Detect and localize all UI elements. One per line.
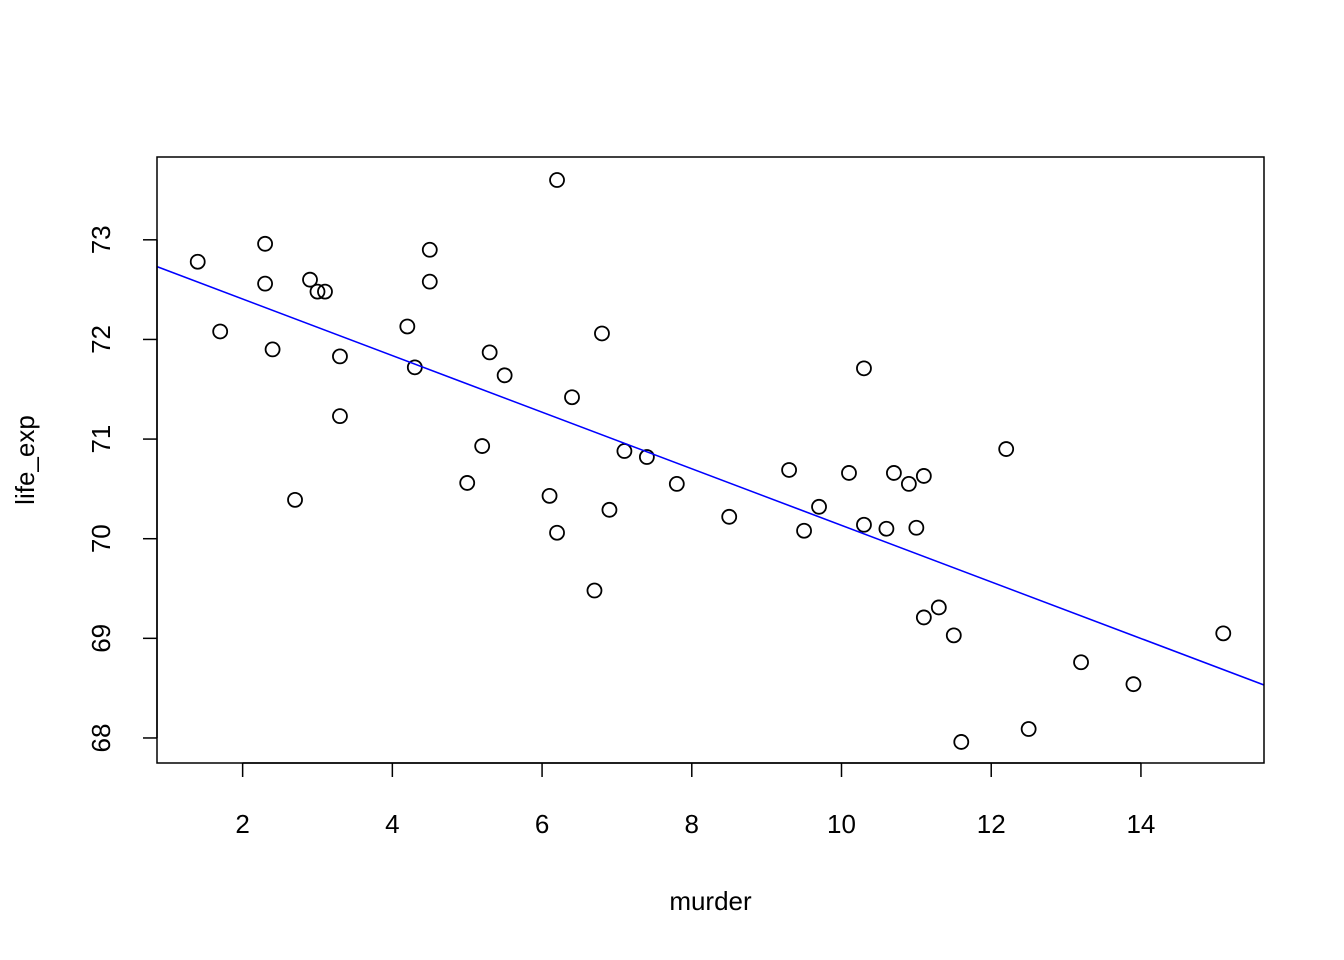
data-point (721, 508, 738, 525)
y-axis: 68 69 70 71 72 73 (86, 225, 158, 753)
fit-line-layer (156, 265, 1265, 686)
data-point (332, 408, 348, 425)
data-point (638, 449, 655, 465)
data-point (474, 438, 491, 454)
regression-line (156, 265, 1265, 686)
y-tick-label: 71 (86, 425, 116, 454)
data-point (257, 235, 273, 252)
data-point (189, 253, 206, 270)
data-point (421, 241, 438, 258)
data-point (908, 519, 925, 536)
y-tick-label: 72 (86, 325, 116, 354)
data-point (781, 462, 798, 478)
data-point (811, 498, 827, 515)
data-point (541, 487, 558, 504)
y-tick-label: 73 (86, 225, 116, 254)
data-point (616, 443, 633, 459)
data-point (564, 389, 580, 406)
data-point (594, 325, 610, 342)
data-point (1215, 625, 1232, 642)
data-point (953, 734, 970, 750)
data-point (257, 275, 273, 292)
data-point (668, 476, 685, 492)
data-point (264, 341, 281, 358)
data-point (212, 323, 229, 340)
data-point (317, 283, 333, 300)
data-point (399, 318, 416, 335)
data-point (878, 520, 895, 537)
x-tick-label: 12 (977, 809, 1006, 839)
data-point (900, 476, 917, 492)
data-point (1020, 721, 1037, 737)
data-point (496, 367, 513, 384)
data-point (287, 491, 303, 508)
data-point (998, 441, 1015, 457)
data-point (1125, 676, 1142, 693)
data-point (856, 516, 872, 533)
data-point (1073, 654, 1089, 671)
x-tick-label: 4 (385, 809, 399, 839)
x-axis: 2 4 6 8 10 12 14 (235, 762, 1155, 839)
data-point (302, 271, 318, 288)
points-layer (189, 172, 1232, 750)
data-point (886, 465, 902, 481)
x-tick-label: 2 (235, 809, 249, 839)
y-tick-label: 68 (86, 724, 116, 753)
data-point (309, 283, 326, 300)
x-tick-label: 8 (685, 809, 699, 839)
data-point (586, 582, 603, 599)
x-axis-title: murder (669, 886, 752, 916)
data-point (332, 348, 348, 365)
data-point (796, 522, 812, 539)
data-point (841, 465, 857, 481)
data-point (459, 475, 476, 491)
x-tick-label: 6 (535, 809, 549, 839)
y-axis-title: life_exp (10, 415, 40, 505)
x-tick-label: 10 (827, 809, 856, 839)
data-point (930, 599, 947, 616)
data-point (601, 501, 618, 518)
data-point (945, 627, 962, 644)
data-point (915, 609, 932, 626)
data-point (421, 273, 438, 290)
data-point (856, 360, 872, 377)
plot-frame (156, 156, 1265, 764)
data-point (549, 172, 565, 188)
x-tick-label: 14 (1126, 809, 1155, 839)
data-point (549, 524, 565, 541)
y-tick-label: 69 (86, 624, 116, 653)
data-point (481, 344, 498, 361)
data-point (915, 468, 932, 484)
y-tick-label: 70 (86, 524, 116, 553)
